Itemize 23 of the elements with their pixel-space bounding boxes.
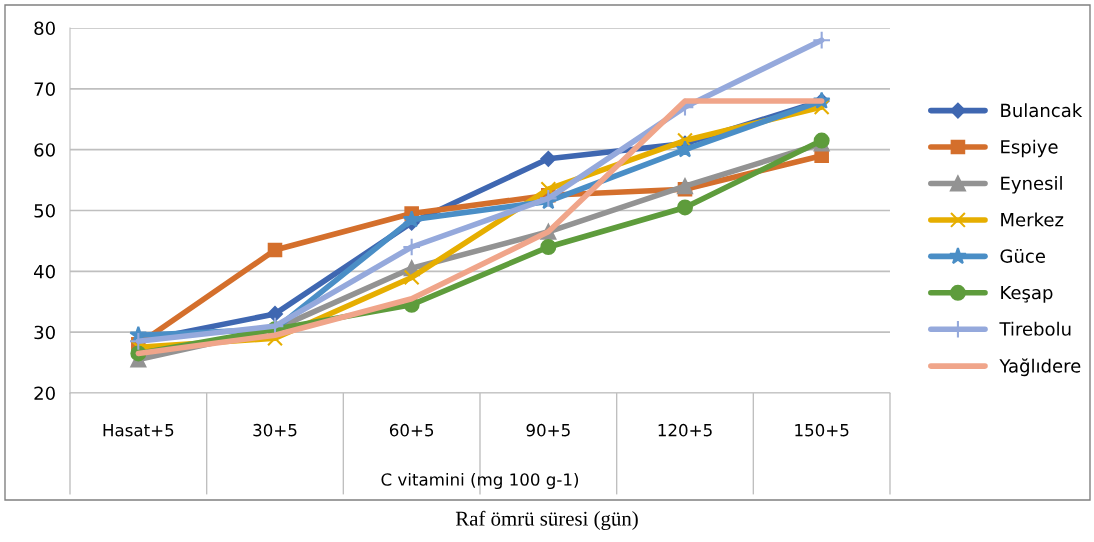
y-tick-label: 80 <box>34 21 55 36</box>
legend-label: Tirebolu <box>999 321 1071 336</box>
legend-label: Merkez <box>1001 212 1064 227</box>
x-tick-label: 30+5 <box>253 423 297 437</box>
y-tick-label: 20 <box>34 386 55 401</box>
y-tick-label: 40 <box>34 264 55 279</box>
x-tick-label: 60+5 <box>389 423 434 437</box>
x-tick-label: 150+5 <box>795 423 849 437</box>
legend-label: Keşap <box>1001 285 1053 303</box>
legend-label: Eynesil <box>1001 176 1062 194</box>
y-tick-label: 50 <box>34 203 55 218</box>
x-tick-label: 90+5 <box>526 423 570 437</box>
y-tick-label: 30 <box>34 325 55 340</box>
legend-label: Espiye <box>1001 139 1058 158</box>
y-tick-label: 70 <box>34 82 55 96</box>
x-tick-label: 120+5 <box>658 423 712 437</box>
x-axis-title: C vitamini (mg 100 g-1) <box>381 472 579 490</box>
text: Raf ömrü süresi (gün) <box>455 510 638 530</box>
legend-label: Bulancak <box>1001 103 1083 118</box>
y-tick-label: 60 <box>34 143 55 157</box>
legend-label: Yağlıdere <box>999 358 1081 377</box>
legend-label: Güce <box>1000 248 1045 263</box>
x-tick-label: Hasat+5 <box>103 424 174 437</box>
